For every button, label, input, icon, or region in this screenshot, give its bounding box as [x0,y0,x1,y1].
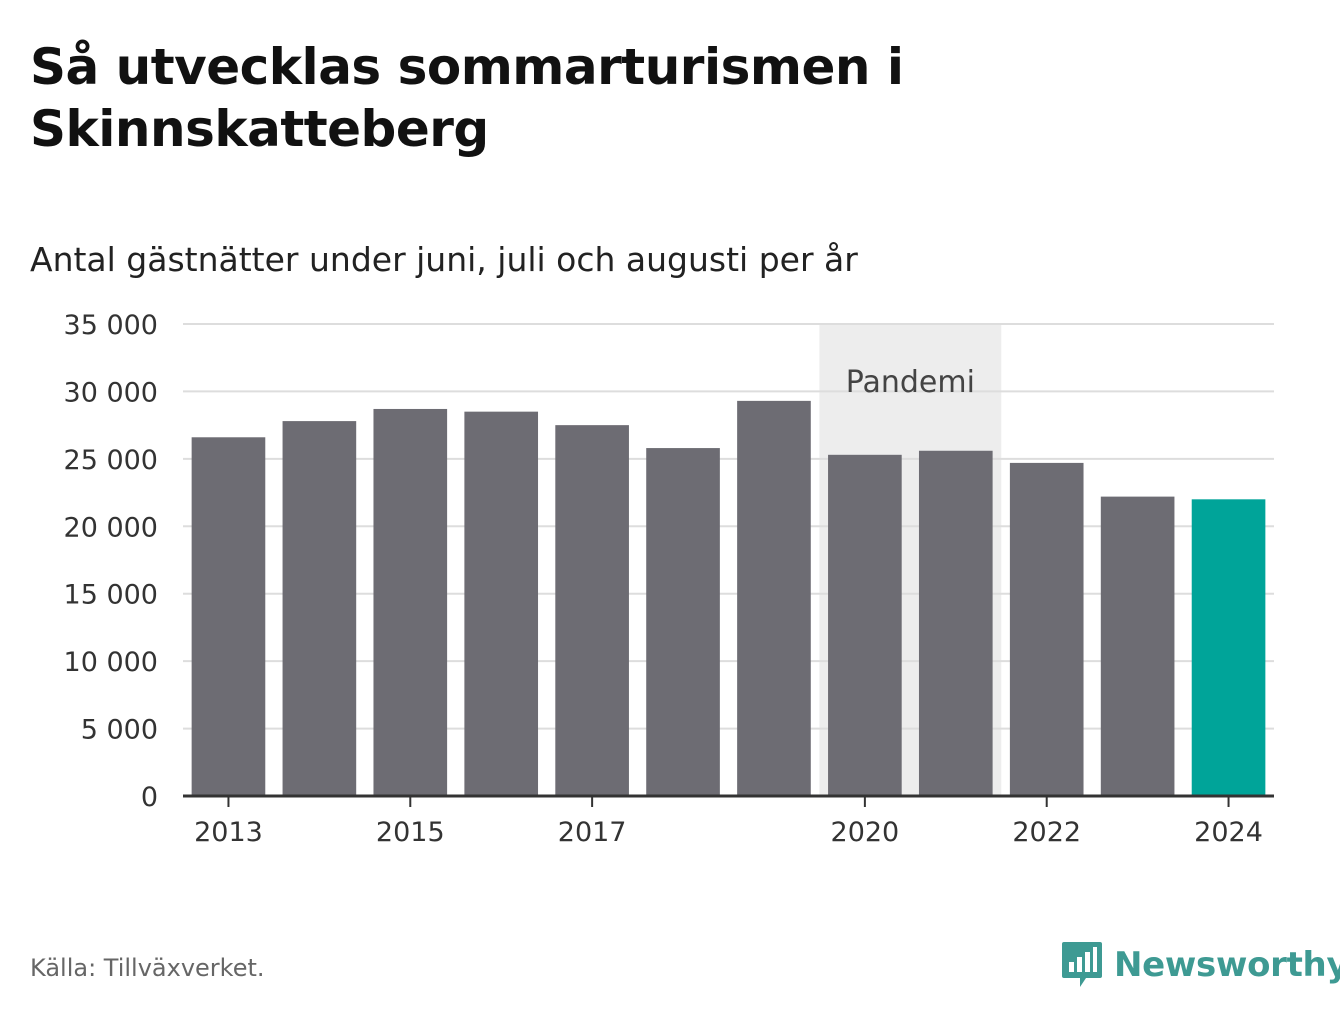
y-tick-label: 20 000 [64,512,158,543]
bar-2014 [282,421,357,796]
bar-2013 [191,437,266,796]
x-tick-label: 2017 [558,817,627,848]
newsworthy-logo-icon [1062,942,1102,987]
bar-2020 [828,454,902,796]
y-tick-label: 30 000 [64,377,158,408]
newsworthy-logo: Newsworthy [1060,940,1340,990]
bar-2022 [1009,462,1084,796]
x-tick-label: 2024 [1194,817,1263,848]
bar-2018 [646,448,720,796]
bar-2015 [373,408,448,796]
chart-subtitle: Antal gästnätter under juni, juli och au… [30,240,858,279]
pandemic-label: Pandemi [846,365,975,400]
y-tick-label: 15 000 [64,580,158,611]
bar-2017 [555,425,629,796]
newsworthy-logo-text: Newsworthy [1114,945,1340,985]
bar-chart: Pandemi 0 5 000 10 000 15 000 20 000 25 000 30 … [64,310,1274,848]
source-note: Källa: Tillväxverket. [30,954,265,982]
bar-2021 [918,450,993,796]
bar-2016 [464,411,539,796]
x-tick-label: 2020 [831,817,900,848]
x-tick-label: 2013 [194,817,263,848]
x-tick-label: 2022 [1012,817,1081,848]
bar-2019 [737,400,811,796]
y-tick-label: 35 000 [64,310,158,341]
y-tick-label: 0 [141,782,158,813]
x-tick-label: 2015 [376,817,445,848]
y-tick-label: 5 000 [81,715,158,746]
bar-2023 [1100,496,1175,796]
y-tick-label: 10 000 [64,647,158,678]
y-tick-label: 25 000 [64,445,158,476]
bar-2024 [1191,499,1266,796]
chart-title: Så utvecklas sommarturismen i Skinnskatt… [30,38,904,158]
